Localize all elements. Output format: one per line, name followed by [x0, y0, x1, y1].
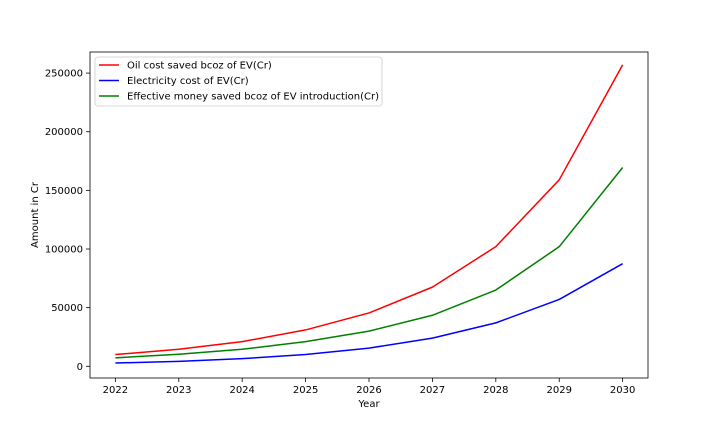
legend-label-3: Effective money saved bcoz of EV introdu…: [127, 92, 379, 103]
x-tick-label: 2024: [229, 385, 254, 396]
series-line-1: [115, 64, 624, 356]
legend-frame: [94, 56, 383, 107]
legend: Oil cost saved bcoz of EV(Cr) Electricity…: [94, 56, 383, 107]
x-tick-label: 2027: [420, 385, 445, 396]
y-tick-label: 200000: [45, 127, 83, 138]
x-axis-label: Year: [357, 399, 380, 410]
y-axis: 0 50000 100000 150000 200000 250000: [45, 69, 90, 373]
y-axis-label: Amount in Cr: [30, 181, 41, 248]
x-tick-label: 2025: [293, 385, 318, 396]
legend-label-1: Oil cost saved bcoz of EV(Cr): [127, 61, 272, 72]
y-tick-label: 50000: [51, 303, 83, 314]
x-axis: 2022 2023 2024 2025 2026 2027 2028 2029 2030: [103, 378, 635, 396]
y-tick-label: 150000: [45, 186, 83, 197]
x-tick-label: 2023: [166, 385, 191, 396]
y-tick-label: 100000: [45, 245, 83, 256]
x-tick-label: 2028: [483, 385, 508, 396]
x-tick-label: 2026: [356, 385, 381, 396]
series-line-2: [115, 263, 624, 364]
x-tick-label: 2029: [547, 385, 572, 396]
series-line-3: [115, 167, 624, 359]
y-tick-label: 250000: [45, 69, 83, 80]
legend-label-2: Electricity cost of EV(Cr): [127, 76, 249, 87]
y-tick-label: 0: [77, 362, 83, 373]
x-tick-label: 2030: [610, 385, 635, 396]
x-tick-label: 2022: [103, 385, 128, 396]
